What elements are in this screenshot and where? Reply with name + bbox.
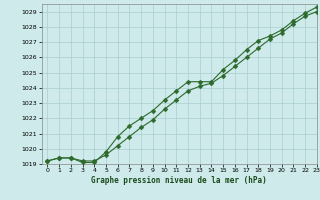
X-axis label: Graphe pression niveau de la mer (hPa): Graphe pression niveau de la mer (hPa) bbox=[91, 176, 267, 185]
